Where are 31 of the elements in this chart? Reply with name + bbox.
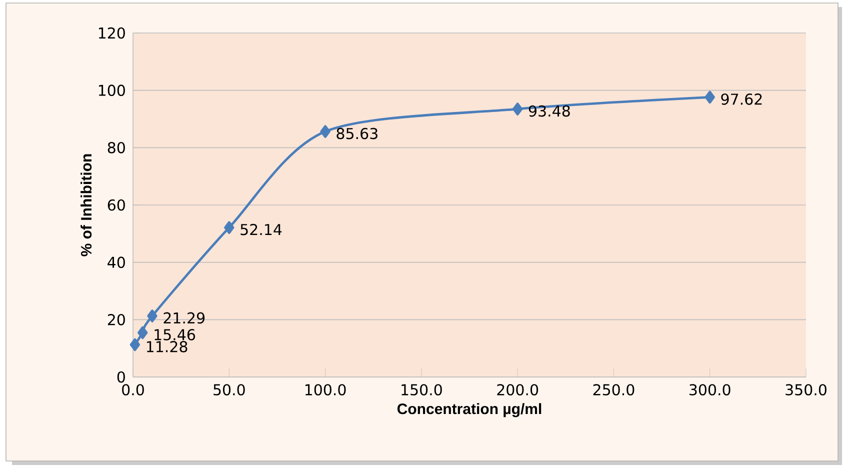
point (130, 338, 140, 352)
x-tick-label: 350.0 (786, 384, 826, 396)
x-tick-label: 200.0 (497, 384, 538, 396)
point (320, 125, 330, 138)
y-tick-label: 40 (108, 256, 125, 268)
data-label: 85.63 (336, 128, 378, 140)
y-tick-label: 80 (108, 142, 125, 154)
y-tick-label: 60 (108, 199, 125, 211)
point (512, 102, 523, 116)
x-tick-label: 250.0 (593, 384, 634, 396)
data-label: 15.46 (154, 329, 196, 340)
x-tick-label: 100.0 (305, 384, 346, 396)
x-tick-label: 150.0 (402, 384, 442, 396)
x-tick-label: 0.0 (122, 384, 144, 396)
y-tick-label: 120 (98, 27, 125, 39)
x-tick-label: 50.0 (214, 384, 245, 396)
data-label: 52.14 (240, 224, 282, 236)
x-axis-title: Concentration µg/ml (397, 403, 542, 418)
point (138, 326, 148, 340)
y-tick-label: 0 (117, 371, 125, 383)
x-tick-label: 300.0 (690, 384, 730, 396)
data-label: 11.28 (146, 340, 188, 352)
data-label: 21.29 (164, 312, 205, 324)
data-label: 97.62 (721, 93, 762, 105)
y-axis-title: % of Inhibition (80, 154, 92, 256)
point (224, 221, 234, 234)
data-label: 93.48 (528, 105, 570, 117)
point (147, 310, 158, 322)
point (704, 90, 715, 104)
y-tick-label: 100 (98, 84, 125, 96)
y-tick-label: 20 (108, 314, 125, 326)
